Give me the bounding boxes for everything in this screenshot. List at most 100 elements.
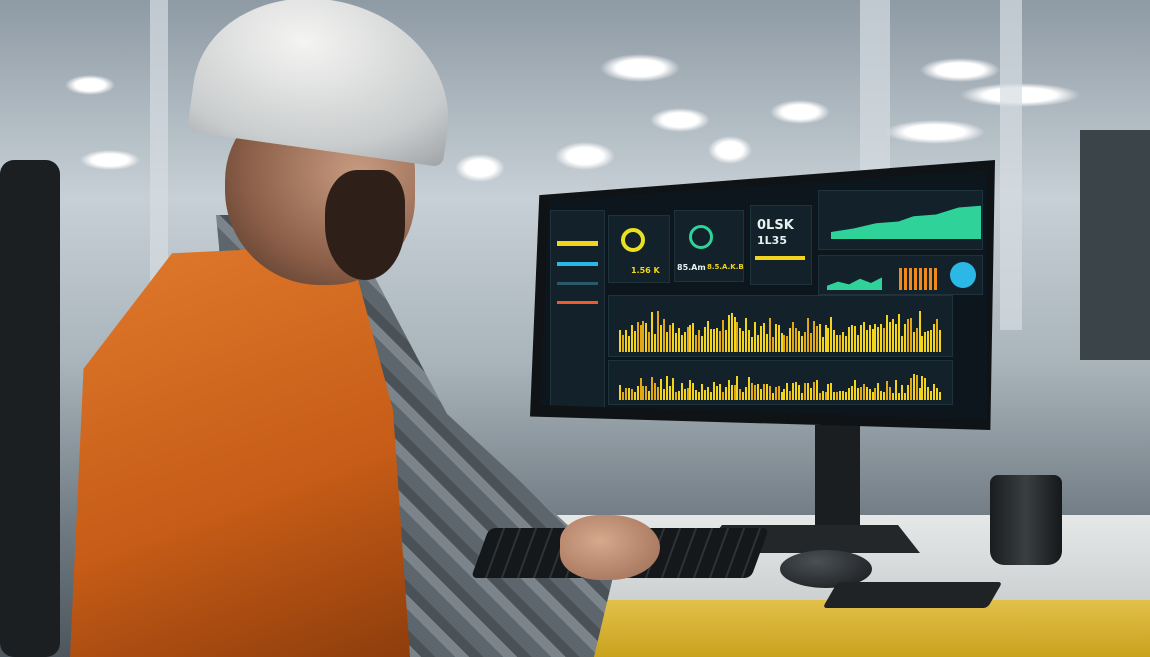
decorative-bar [792, 382, 795, 400]
decorative-bar [783, 334, 786, 352]
decorative-bar [639, 325, 642, 352]
decorative-bar [918, 311, 921, 352]
decorative-bar [671, 378, 674, 400]
decorative-bar [795, 381, 798, 400]
decorative-bar [865, 330, 868, 352]
decorative-bar [930, 329, 933, 352]
decorative-bar [789, 391, 792, 400]
decorative-bar [736, 376, 739, 400]
decorative-bar [933, 384, 936, 400]
decorative-bar [886, 315, 889, 352]
decorative-bar [710, 329, 713, 352]
decorative-bar [636, 322, 639, 352]
decorative-bar [754, 321, 757, 352]
bar-chart-top [608, 295, 953, 357]
gauge-ring [689, 225, 713, 249]
decorative-bar [630, 325, 633, 352]
decorative-bar [710, 391, 713, 400]
worker-safety-vest [70, 245, 410, 657]
decorative-bar [936, 319, 939, 352]
decorative-bar [627, 335, 630, 352]
decorative-bar [771, 393, 774, 400]
decorative-bar [733, 384, 736, 400]
decorative-bar [897, 392, 900, 400]
decorative-bar [830, 317, 833, 352]
decorative-bar [619, 384, 621, 400]
decorative-bar [889, 321, 892, 352]
decorative-bar [686, 388, 689, 400]
decorative-bar [921, 336, 924, 352]
machine [1080, 130, 1150, 360]
decorative-bar [718, 331, 721, 352]
decorative-bar [906, 384, 909, 400]
decorative-bar [930, 390, 933, 400]
decorative-bar [900, 384, 903, 400]
decorative-bar [657, 310, 660, 352]
decorative-bar [862, 322, 865, 352]
decorative-bar [765, 334, 768, 352]
decorative-bar [727, 379, 730, 400]
decorative-bar [927, 386, 930, 400]
decorative-bar [754, 384, 757, 400]
kpi-big-1: 0LSK [757, 218, 794, 233]
decorative-bar [689, 324, 692, 352]
decorative-bar [821, 336, 824, 352]
decorative-bar [836, 334, 839, 352]
dashboard-sidebar [550, 210, 605, 415]
decorative-bar [648, 391, 651, 400]
decorative-bar [624, 387, 627, 400]
decorative-bar [777, 325, 780, 352]
decorative-bar [909, 318, 912, 352]
decorative-bar [856, 334, 859, 352]
decorative-bar [724, 386, 727, 400]
decorative-bar [789, 328, 792, 352]
decorative-bar [704, 326, 707, 352]
decorative-bar [809, 332, 812, 352]
decorative-bar [859, 387, 862, 400]
decorative-bar [692, 322, 695, 352]
decorative-bar [712, 328, 715, 352]
decorative-bar [933, 323, 936, 352]
decorative-bar [871, 392, 874, 400]
decorative-bar [665, 332, 668, 352]
decorative-bar [809, 388, 812, 400]
decorative-bar [621, 335, 624, 352]
decorative-bar [895, 324, 898, 352]
decorative-bar [886, 381, 889, 400]
gauge2-value-a: 85.Am [677, 263, 706, 272]
decorative-bar [648, 332, 651, 352]
decorative-bar [818, 324, 821, 352]
decorative-bar [768, 385, 771, 400]
decorative-bar [865, 386, 868, 400]
decorative-bar [642, 386, 645, 400]
decorative-bar [715, 385, 718, 400]
decorative-bar [671, 322, 674, 352]
decorative-bar [665, 376, 668, 400]
decorative-bar [624, 329, 627, 352]
pillar [150, 0, 168, 300]
bar-chart-bottom [608, 360, 953, 405]
decorative-bar [815, 380, 818, 400]
decorative-bar [689, 380, 692, 400]
decorative-bar [824, 392, 827, 400]
decorative-bar [619, 330, 621, 352]
decorative-bar [848, 388, 851, 400]
kpi-big-2: 1L35 [757, 234, 787, 247]
decorative-bar [850, 386, 853, 400]
decorative-bar [798, 385, 801, 400]
decorative-bar [877, 383, 880, 400]
decorative-bar [842, 332, 845, 352]
decorative-bar [883, 391, 886, 400]
decorative-bar [880, 324, 883, 352]
decorative-bar [745, 386, 748, 400]
decorative-bar [674, 391, 677, 400]
decorative-bar [712, 381, 715, 400]
gauge-panel: 85.Am 8.5.A.K.B [674, 210, 744, 282]
decorative-bar [645, 386, 648, 400]
decorative-bar [748, 377, 751, 400]
decorative-bar [939, 392, 942, 400]
decorative-bar [801, 393, 804, 400]
decorative-bar [680, 383, 683, 400]
decorative-bar [868, 324, 871, 352]
decorative-bar [742, 331, 745, 352]
